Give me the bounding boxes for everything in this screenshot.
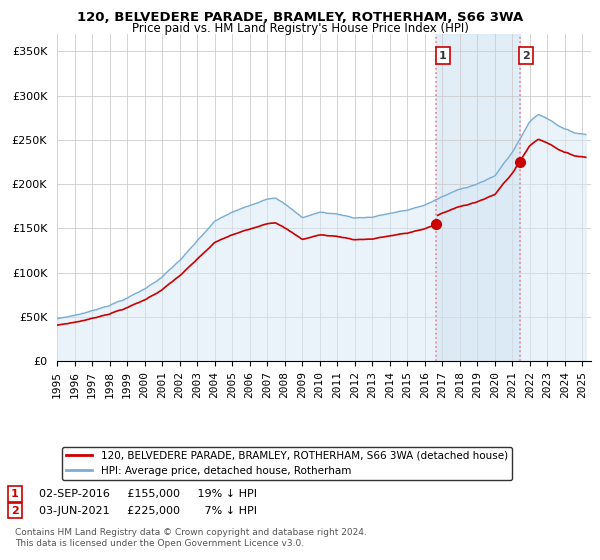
Text: 2: 2: [11, 506, 19, 516]
Text: Contains HM Land Registry data © Crown copyright and database right 2024.
This d: Contains HM Land Registry data © Crown c…: [15, 528, 367, 548]
Text: 1: 1: [439, 51, 447, 60]
Text: 2: 2: [522, 51, 530, 60]
Text: 03-JUN-2021     £225,000       7% ↓ HPI: 03-JUN-2021 £225,000 7% ↓ HPI: [39, 506, 257, 516]
Text: 1: 1: [11, 489, 19, 499]
Text: 02-SEP-2016     £155,000     19% ↓ HPI: 02-SEP-2016 £155,000 19% ↓ HPI: [39, 489, 257, 499]
Text: 120, BELVEDERE PARADE, BRAMLEY, ROTHERHAM, S66 3WA: 120, BELVEDERE PARADE, BRAMLEY, ROTHERHA…: [77, 11, 523, 24]
Bar: [436, 34, 520, 361]
Legend: 120, BELVEDERE PARADE, BRAMLEY, ROTHERHAM, S66 3WA (detached house), HPI: Averag: 120, BELVEDERE PARADE, BRAMLEY, ROTHERHA…: [62, 447, 512, 480]
Text: Price paid vs. HM Land Registry's House Price Index (HPI): Price paid vs. HM Land Registry's House …: [131, 22, 469, 35]
